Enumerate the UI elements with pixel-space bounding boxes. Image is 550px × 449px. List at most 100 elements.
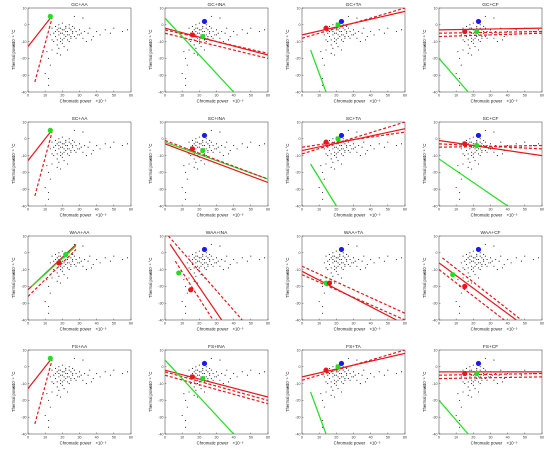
data-point <box>87 374 89 376</box>
x-tick-label: 60 <box>540 94 544 98</box>
red-dashed-line <box>442 257 522 320</box>
y-tick-label: 10 <box>23 120 27 124</box>
data-point <box>327 260 329 262</box>
y-tick-label: -40 <box>158 90 163 94</box>
y-axis-label: Thermal power <box>285 383 290 412</box>
x-tick-label: 60 <box>266 436 270 440</box>
data-point <box>181 414 183 417</box>
data-point <box>358 372 360 375</box>
data-point <box>202 369 204 371</box>
data-point <box>195 141 197 143</box>
data-point <box>202 30 204 33</box>
data-point <box>352 257 355 259</box>
x-tick-label: 0 <box>301 94 303 98</box>
x-axis-label: Chromatic power <box>471 441 503 446</box>
data-point <box>370 144 372 147</box>
data-point <box>205 27 207 29</box>
y-tick-label: 10 <box>23 234 27 238</box>
data-point <box>58 148 60 150</box>
data-point <box>202 141 204 143</box>
x-tick-label: 30 <box>215 322 219 326</box>
data-point <box>210 141 212 143</box>
data-point <box>472 267 474 269</box>
data-point <box>472 32 474 34</box>
plot-area <box>28 243 129 314</box>
data-point <box>51 49 53 51</box>
data-point <box>471 151 473 153</box>
blue-marker <box>201 246 208 253</box>
data-point <box>200 274 202 276</box>
data-point <box>209 374 211 376</box>
green-marker <box>200 147 206 154</box>
green-marker <box>474 370 480 377</box>
data-point <box>195 275 197 277</box>
data-point <box>459 420 461 422</box>
y-tick-label: 10 <box>160 6 164 10</box>
data-point <box>479 141 481 143</box>
x-tick-label: 30 <box>215 94 219 98</box>
data-point <box>68 141 70 143</box>
axes-frame <box>438 121 543 207</box>
data-point <box>342 155 344 157</box>
data-point <box>352 29 355 31</box>
data-point <box>193 371 195 373</box>
x-tick-label: 0 <box>27 322 29 326</box>
x-axis-label: Chromatic power <box>197 213 229 218</box>
data-point <box>481 151 483 153</box>
data-point <box>214 34 216 36</box>
red-marker <box>323 367 329 373</box>
data-point <box>63 274 65 276</box>
data-point <box>327 146 329 148</box>
data-point <box>352 262 355 264</box>
x-tick-label: 50 <box>523 94 527 98</box>
green-marker <box>47 127 53 133</box>
green-solid-line <box>439 158 509 206</box>
x-tick-label: 40 <box>95 94 99 98</box>
data-point <box>507 372 509 375</box>
data-point <box>471 168 473 170</box>
y-tick-label: 0 <box>436 251 438 255</box>
data-point <box>484 27 486 29</box>
data-point <box>340 277 343 279</box>
data-point <box>366 36 368 38</box>
red-marker <box>326 280 333 286</box>
data-point <box>501 381 504 383</box>
y-axis-label: Thermal power <box>285 41 290 70</box>
data-point <box>340 144 343 147</box>
data-point <box>322 192 324 194</box>
data-point <box>524 369 526 371</box>
data-point <box>356 151 358 153</box>
x-tick-label: 0 <box>164 436 166 440</box>
data-point <box>346 367 348 370</box>
data-point <box>198 374 200 376</box>
data-point <box>483 260 485 262</box>
data-point <box>479 269 481 271</box>
data-point <box>186 262 188 264</box>
data-point <box>104 29 106 31</box>
data-point <box>363 369 365 371</box>
data-point <box>335 156 337 158</box>
data-point <box>347 264 349 266</box>
x-tick-label: 60 <box>129 94 133 98</box>
data-point <box>186 406 188 408</box>
data-point <box>462 381 464 383</box>
data-point <box>387 255 389 257</box>
data-point <box>203 39 206 41</box>
data-point <box>337 265 339 267</box>
data-point <box>469 369 471 371</box>
red-dashed-line <box>165 374 268 405</box>
x-axis-unit: ×10⁻³ <box>96 213 107 218</box>
data-point <box>361 374 363 376</box>
data-point <box>229 264 231 266</box>
subplot: 0 10 20 30 40 50 60-40-30-20-10010WAA+AAChroma… <box>11 230 133 331</box>
data-point <box>226 141 228 143</box>
data-point <box>190 383 192 385</box>
data-point <box>395 372 397 375</box>
x-tick-label: 40 <box>369 436 373 440</box>
subplot-title: WAA+CF <box>481 230 501 236</box>
data-point <box>58 30 60 33</box>
y-tick-label: 0 <box>299 251 301 255</box>
data-point <box>197 396 199 398</box>
data-point <box>191 253 194 256</box>
plot-area <box>28 13 129 86</box>
